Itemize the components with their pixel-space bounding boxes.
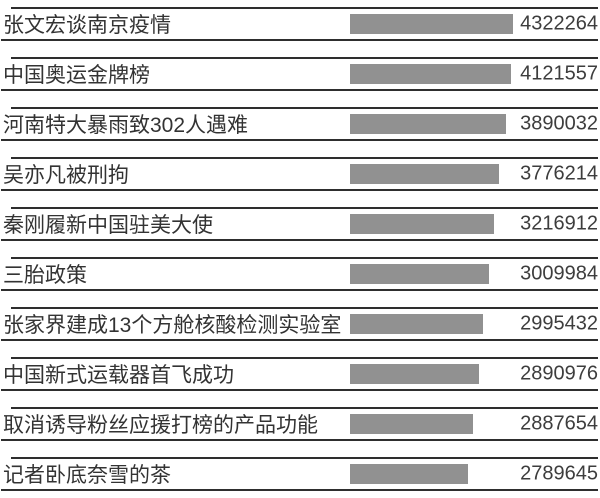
value-count: 2789645 [520,462,598,485]
row-bottom-rule [1,439,598,441]
row-top-rule [11,207,598,209]
row-top-rule [11,457,598,459]
topic-label: 三胎政策 [3,264,87,287]
topic-label: 中国奥运金牌榜 [3,64,150,87]
value-bar [350,114,506,134]
value-count: 2887654 [520,412,598,435]
row-top-rule [11,57,598,59]
row-content: 取消诱导粉丝应援打榜的产品功能 2887654 [1,409,598,439]
row-content: 三胎政策 3009984 [1,259,598,289]
value-count: 3216912 [520,212,598,235]
value-bar [350,264,489,284]
row-content: 吴亦凡被刑拘 3776214 [1,159,598,189]
table-row: 秦刚履新中国驻美大使 3216912 [1,207,598,241]
value-bar [350,64,511,84]
row-top-rule [11,407,598,409]
table-row: 中国奥运金牌榜 4121557 [1,57,598,91]
topic-label: 记者卧底奈雪的茶 [3,464,171,487]
chart-rows: 张文宏谈南京疫情 4322264 中国奥运金牌榜 4121557 河南特大暴雨致… [1,7,598,491]
table-row: 中国新式运载器首飞成功 2890976 [1,357,598,391]
row-top-rule [11,307,598,309]
row-content: 秦刚履新中国驻美大使 3216912 [1,209,598,239]
value-count: 2890976 [520,362,598,385]
topic-label: 取消诱导粉丝应援打榜的产品功能 [3,414,318,437]
value-bar [350,164,499,184]
topic-label: 秦刚履新中国驻美大使 [3,214,213,237]
value-count: 2995432 [520,312,598,335]
value-bar [350,314,483,334]
value-count: 3776214 [520,162,598,185]
table-row: 吴亦凡被刑拘 3776214 [1,157,598,191]
row-bottom-rule [1,89,598,91]
row-content: 中国奥运金牌榜 4121557 [1,59,598,89]
row-bottom-rule [1,389,598,391]
value-bar [350,14,513,34]
row-bottom-rule [1,339,598,341]
row-content: 张文宏谈南京疫情 4322264 [1,9,598,39]
row-top-rule [11,257,598,259]
row-content: 中国新式运载器首飞成功 2890976 [1,359,598,389]
row-top-rule [11,357,598,359]
topic-label: 张文宏谈南京疫情 [3,14,171,37]
table-row: 河南特大暴雨致302人遇难 3890032 [1,107,598,141]
value-count: 3890032 [520,112,598,135]
table-row: 记者卧底奈雪的茶 2789645 [1,457,598,491]
value-count: 4121557 [520,62,598,85]
table-row: 三胎政策 3009984 [1,257,598,291]
row-bottom-rule [1,39,598,41]
row-bottom-rule [1,139,598,141]
row-top-rule [11,157,598,159]
value-count: 4322264 [520,12,598,35]
topic-label: 中国新式运载器首飞成功 [3,364,234,387]
row-content: 张家界建成13个方舱核酸检测实验室 2995432 [1,309,598,339]
row-bottom-rule [1,239,598,241]
value-bar [350,414,473,434]
row-top-rule [11,7,598,9]
table-row: 张文宏谈南京疫情 4322264 [1,7,598,41]
row-top-rule [11,107,598,109]
topic-label: 河南特大暴雨致302人遇难 [3,114,249,137]
table-row: 取消诱导粉丝应援打榜的产品功能 2887654 [1,407,598,441]
topic-label: 张家界建成13个方舱核酸检测实验室 [3,314,342,337]
value-bar [350,364,479,384]
row-bottom-rule [1,489,598,491]
row-bottom-rule [1,189,598,191]
table-row: 张家界建成13个方舱核酸检测实验室 2995432 [1,307,598,341]
value-bar [350,214,494,234]
value-bar [350,464,468,484]
row-content: 记者卧底奈雪的茶 2789645 [1,459,598,489]
row-content: 河南特大暴雨致302人遇难 3890032 [1,109,598,139]
row-bottom-rule [1,289,598,291]
value-count: 3009984 [520,262,598,285]
topic-label: 吴亦凡被刑拘 [3,164,129,187]
